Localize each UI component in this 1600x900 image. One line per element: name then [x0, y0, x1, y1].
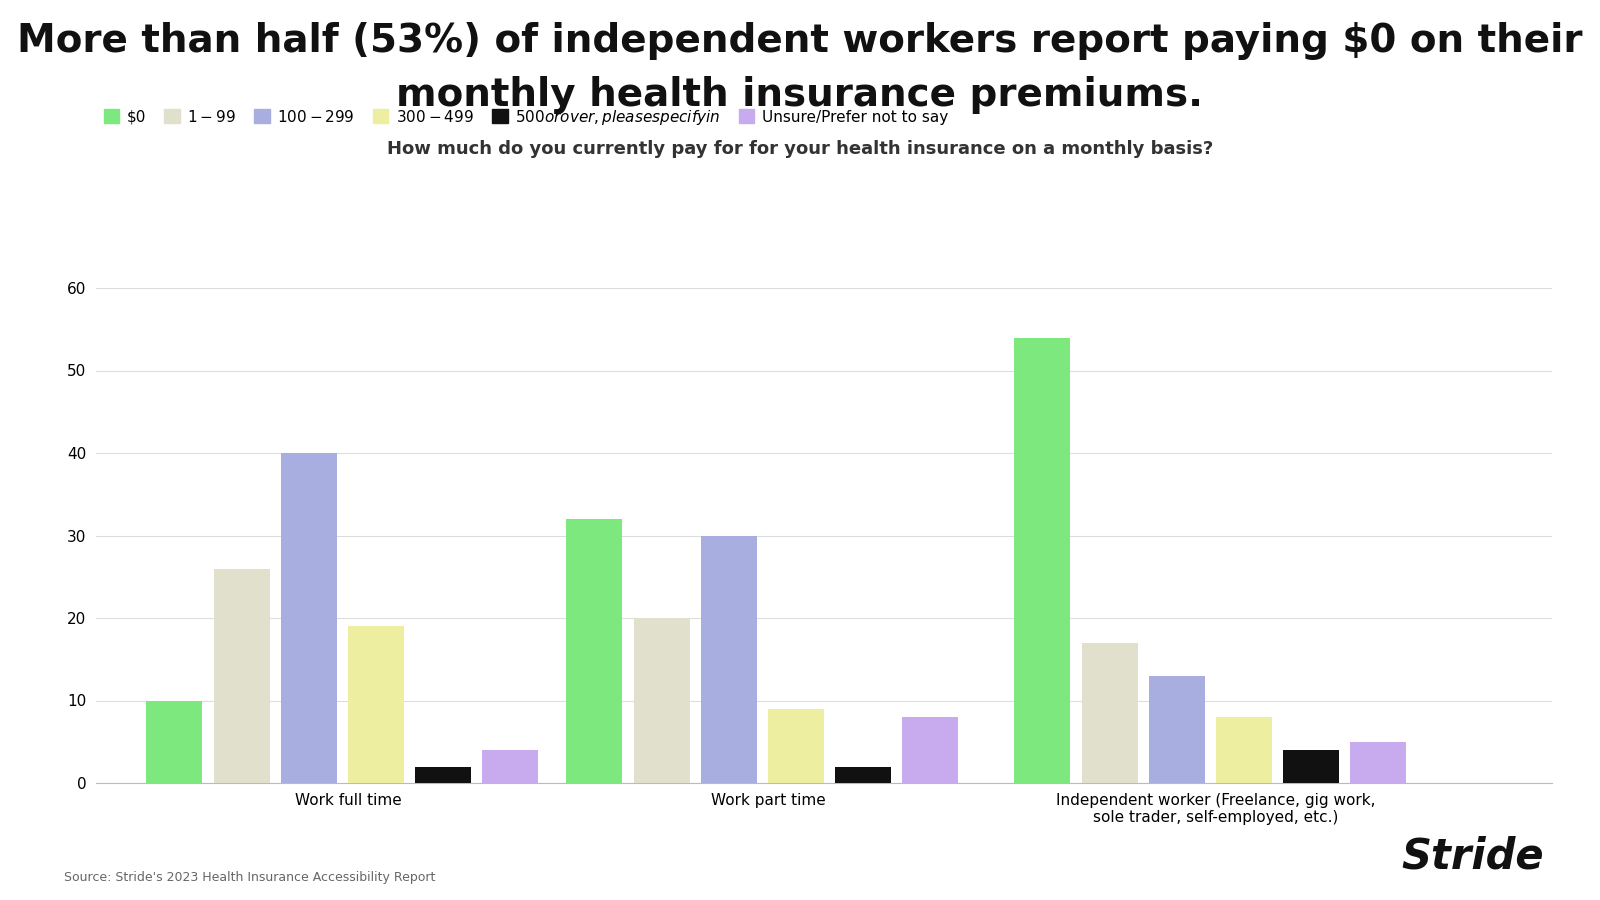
Text: Source: Stride's 2023 Health Insurance Accessibility Report: Source: Stride's 2023 Health Insurance A… [64, 871, 435, 884]
Bar [902, 717, 958, 783]
Bar [1014, 338, 1070, 783]
Bar [1216, 717, 1272, 783]
Text: monthly health insurance premiums.: monthly health insurance premiums. [397, 76, 1203, 114]
Bar [146, 700, 202, 783]
Bar [483, 750, 538, 783]
Bar [213, 569, 269, 783]
Bar [349, 626, 403, 783]
Bar [1082, 643, 1138, 783]
Legend: $0, $1-$99, $100-$299, $300-$499, $500 or over, please specify in $, Unsure/Pref: $0, $1-$99, $100-$299, $300-$499, $500 o… [104, 107, 949, 127]
Bar [1283, 750, 1339, 783]
Bar [1350, 742, 1406, 783]
Text: More than half (53%) of independent workers report paying $0 on their: More than half (53%) of independent work… [18, 22, 1582, 60]
Text: How much do you currently pay for for your health insurance on a monthly basis?: How much do you currently pay for for yo… [387, 140, 1213, 158]
Bar [768, 709, 824, 783]
Text: Stride: Stride [1402, 835, 1544, 878]
Bar [566, 519, 622, 783]
Bar [416, 767, 470, 783]
Bar [835, 767, 891, 783]
Bar [701, 536, 757, 783]
Bar [1149, 676, 1205, 783]
Bar [280, 453, 336, 783]
Bar [634, 618, 690, 783]
